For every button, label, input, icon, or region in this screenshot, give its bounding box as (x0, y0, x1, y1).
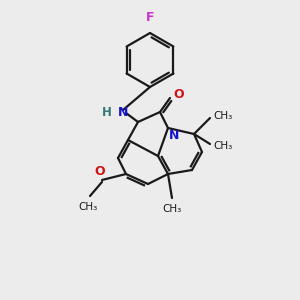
Text: H: H (102, 106, 112, 118)
Text: N: N (118, 106, 128, 118)
Text: CH₃: CH₃ (78, 202, 98, 212)
Text: O: O (95, 165, 105, 178)
Text: CH₃: CH₃ (213, 111, 232, 121)
Text: CH₃: CH₃ (162, 204, 182, 214)
Text: F: F (146, 11, 154, 24)
Text: CH₃: CH₃ (213, 141, 232, 151)
Text: O: O (173, 88, 184, 100)
Text: N: N (169, 129, 179, 142)
